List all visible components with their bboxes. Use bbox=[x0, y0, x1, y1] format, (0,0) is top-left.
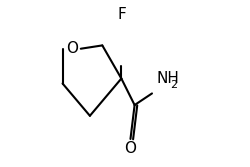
Text: O: O bbox=[124, 141, 136, 156]
Text: 2: 2 bbox=[169, 80, 176, 90]
Text: F: F bbox=[117, 7, 126, 22]
Text: NH: NH bbox=[156, 71, 178, 86]
Text: O: O bbox=[66, 41, 77, 56]
